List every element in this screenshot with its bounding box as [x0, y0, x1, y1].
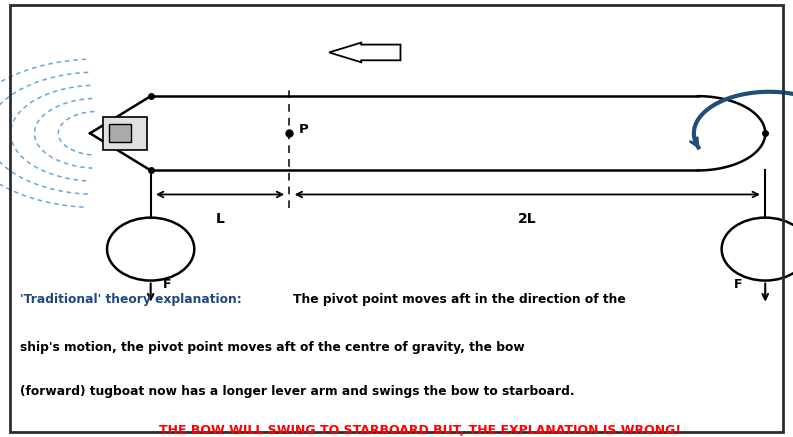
- Text: ship's motion, the pivot point moves aft of the centre of gravity, the bow: ship's motion, the pivot point moves aft…: [20, 341, 525, 354]
- Text: F: F: [163, 278, 171, 291]
- Polygon shape: [329, 43, 400, 62]
- Bar: [109, 124, 132, 142]
- Text: 'Traditional' theory explanation:: 'Traditional' theory explanation:: [20, 293, 246, 306]
- Bar: [103, 117, 147, 149]
- Text: The pivot point moves aft in the direction of the: The pivot point moves aft in the directi…: [293, 293, 626, 306]
- Text: (forward) tugboat now has a longer lever arm and swings the bow to starboard.: (forward) tugboat now has a longer lever…: [20, 385, 574, 398]
- Text: F: F: [734, 278, 742, 291]
- Text: P: P: [299, 123, 308, 136]
- Text: THE BOW WILL SWING TO STARBOARD BUT, THE EXPLANATION IS WRONG!: THE BOW WILL SWING TO STARBOARD BUT, THE…: [159, 424, 680, 437]
- Text: 2L: 2L: [518, 212, 537, 226]
- Text: L: L: [216, 212, 224, 226]
